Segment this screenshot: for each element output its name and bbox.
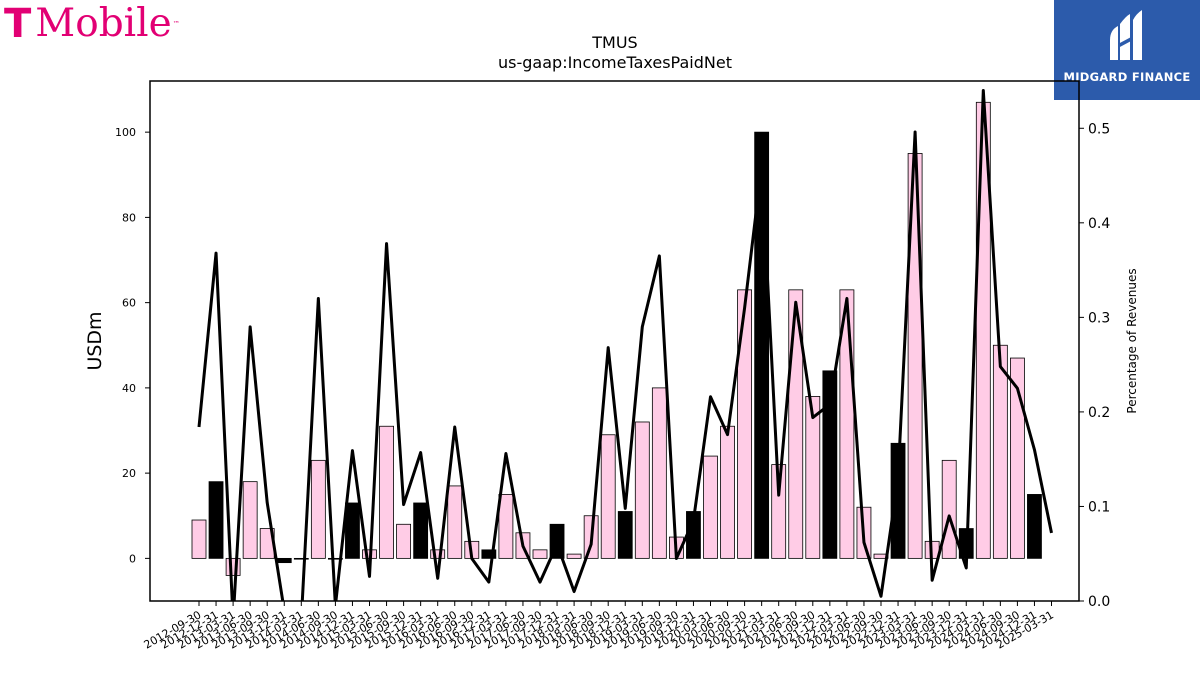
plot-frame: [149, 80, 1080, 602]
y-tick-label: 40: [122, 382, 136, 395]
tmobile-logo: T Mobile ™: [4, 2, 180, 46]
bar: [600, 434, 616, 559]
percentage-line: [197, 88, 1053, 601]
bar: [396, 523, 412, 559]
bar: [566, 553, 582, 559]
y2-tick-label: 0.2: [1088, 405, 1110, 421]
midgard-finance-logo: MIDGARD FINANCE: [1054, 0, 1200, 100]
tmobile-logo-text: Mobile: [35, 1, 172, 46]
y-axis-label: USDm: [84, 311, 106, 370]
bar: [992, 344, 1008, 559]
chart-subtitle: us-gaap:IncomeTaxesPaidNet: [498, 53, 732, 72]
bar: [447, 485, 463, 559]
bar: [771, 464, 787, 559]
y-tick-label: 100: [115, 126, 136, 139]
y-tick-label: 80: [122, 211, 136, 224]
bar: [276, 557, 292, 564]
bar: [737, 289, 752, 559]
bar: [208, 481, 224, 559]
y2-tick-label: 0.3: [1088, 310, 1110, 326]
tmobile-logo-symbol: T: [4, 1, 32, 47]
bar: [617, 511, 633, 559]
bar: [310, 459, 326, 559]
bar: [651, 387, 667, 559]
bar: [327, 557, 343, 560]
y2-tick-label: 0.0: [1088, 594, 1110, 610]
bar: [941, 459, 957, 559]
bar: [430, 549, 446, 559]
y-tick-label: 0: [129, 552, 136, 565]
bar: [293, 557, 309, 560]
y-tick-label: 20: [122, 467, 136, 480]
y2-tick-label: 0.1: [1088, 499, 1110, 515]
bar: [413, 502, 429, 559]
bar: [703, 455, 718, 559]
midgard-finance-logo-text: MIDGARD FINANCE: [1063, 70, 1191, 84]
bar: [345, 502, 360, 559]
y-tick-label: 60: [122, 297, 136, 310]
bar: [379, 425, 394, 559]
bar: [191, 519, 207, 559]
bar: [1027, 494, 1042, 559]
line-layer: [197, 88, 1053, 601]
bar: [822, 370, 838, 559]
bar: [805, 396, 821, 559]
y2-tick-label: 0.4: [1088, 216, 1110, 232]
bar: [1010, 357, 1025, 559]
bar: [634, 421, 650, 559]
chart-title: TMUS: [591, 33, 637, 52]
axes-layer: 0204060801000.00.10.20.30.40.52012-09-30…: [115, 121, 1110, 651]
midgard-finance-emblem-icon: [1110, 10, 1142, 60]
bar: [890, 442, 906, 559]
bar: [720, 425, 735, 559]
y2-tick-label: 0.5: [1088, 121, 1110, 137]
tmobile-logo-trademark: ™: [172, 20, 180, 28]
bar: [498, 494, 514, 559]
bar: [532, 549, 548, 559]
y2-axis-label: Percentage of Revenues: [1125, 268, 1139, 413]
bar: [481, 549, 497, 559]
bar: [242, 481, 258, 559]
